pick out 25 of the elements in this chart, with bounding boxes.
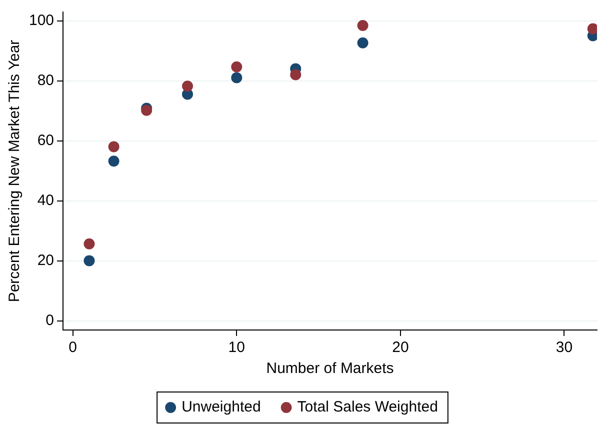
point xyxy=(231,72,242,84)
y-tick-label: 40 xyxy=(37,192,54,210)
x-tick-label: 30 xyxy=(556,339,573,356)
x-axis-title: Number of Markets xyxy=(266,360,394,378)
point xyxy=(357,20,368,31)
point xyxy=(182,80,194,92)
point xyxy=(84,255,95,266)
legend-label: Unweighted xyxy=(182,398,261,416)
point xyxy=(231,61,242,72)
y-tick-label: 80 xyxy=(37,72,54,90)
point xyxy=(84,238,95,250)
x-tick-label: 20 xyxy=(392,339,409,356)
y-tick-label: 100 xyxy=(28,12,54,30)
y-tick-label: 0 xyxy=(46,312,54,330)
point xyxy=(587,23,597,34)
y-axis-title: Percent Entering New Market This Year xyxy=(6,40,24,302)
point xyxy=(108,156,120,167)
point xyxy=(290,69,302,80)
y-tick-label: 60 xyxy=(37,132,54,150)
point xyxy=(108,141,120,152)
x-tick-label: 0 xyxy=(68,339,78,356)
x-tick-label: 10 xyxy=(228,339,245,356)
y-tick-label: 20 xyxy=(37,252,54,270)
point xyxy=(357,37,368,48)
legend-label: Total Sales Weighted xyxy=(297,398,438,416)
